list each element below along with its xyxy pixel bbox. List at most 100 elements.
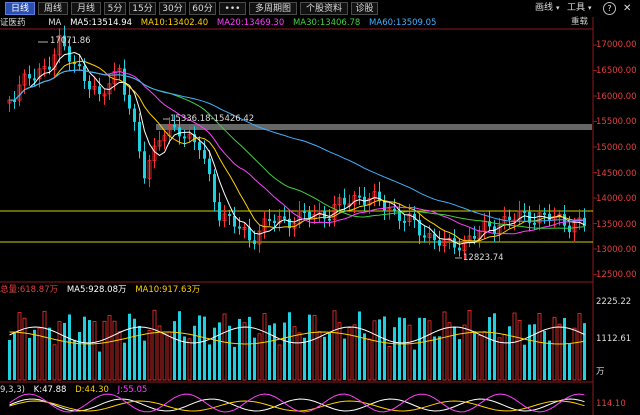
volume-bar bbox=[107, 315, 112, 381]
tab-daily[interactable]: 日线 bbox=[5, 2, 35, 15]
volume-bar bbox=[198, 315, 201, 380]
candle-body bbox=[277, 216, 282, 224]
volume-bar bbox=[528, 324, 531, 380]
volume-bar bbox=[143, 340, 146, 380]
candle-body bbox=[178, 127, 181, 137]
kdj-k: K:47.88 bbox=[33, 385, 67, 395]
volume-bar bbox=[477, 335, 482, 381]
price-tick: 12500.00 bbox=[596, 270, 637, 280]
tab-multi-period[interactable]: 多周期图 bbox=[249, 2, 297, 15]
candle-body bbox=[358, 195, 361, 198]
candle-body bbox=[242, 226, 247, 230]
candle-body bbox=[317, 210, 322, 215]
volume-bar bbox=[502, 334, 507, 381]
candle-body bbox=[233, 215, 236, 227]
candle-body bbox=[48, 66, 51, 70]
volume-bar bbox=[52, 344, 57, 381]
candle-body bbox=[257, 230, 262, 245]
candle-body bbox=[157, 140, 162, 147]
candle-body bbox=[352, 195, 357, 205]
volume-bar bbox=[167, 331, 172, 381]
volume-bar bbox=[393, 327, 396, 380]
price-tick: 14500.00 bbox=[596, 169, 637, 179]
candle-body bbox=[187, 133, 192, 139]
candle-body bbox=[543, 212, 546, 215]
volume-bar bbox=[493, 313, 496, 380]
kdj-axis-top: 114.10 bbox=[596, 399, 626, 409]
period-toolbar: 日线 周线 月线 5分 15分 30分 60分 ••• 多周期图 个股资料 诊股… bbox=[0, 0, 640, 17]
volume-bar bbox=[98, 351, 101, 380]
candle-body bbox=[92, 85, 97, 90]
price-tick: 17000.00 bbox=[596, 40, 637, 50]
volume-bar bbox=[253, 337, 256, 380]
volume-total: 总量:618.87万 bbox=[0, 285, 59, 295]
kdj-d: D:44.30 bbox=[75, 385, 109, 395]
volume-axis-top: 2225.22 bbox=[596, 297, 632, 307]
candle-body bbox=[407, 213, 412, 223]
volume-bar bbox=[533, 324, 536, 380]
tab-15min[interactable]: 15分 bbox=[129, 2, 156, 15]
volume-bar bbox=[147, 330, 152, 381]
volume-bar bbox=[473, 331, 476, 380]
candle-body bbox=[273, 220, 276, 224]
close-icon[interactable]: ✕ bbox=[623, 3, 632, 14]
tab-stock-info[interactable]: 个股资料 bbox=[300, 2, 348, 15]
candle-body bbox=[88, 81, 91, 90]
candle-body bbox=[78, 64, 81, 67]
kdj-j: J:55.05 bbox=[117, 385, 148, 395]
candle-body bbox=[253, 240, 256, 244]
volume-bar bbox=[407, 324, 412, 381]
candle-body bbox=[288, 218, 291, 229]
resistance-band bbox=[156, 124, 592, 130]
volume-bar bbox=[517, 320, 522, 381]
candle-body bbox=[537, 212, 542, 224]
candle-body bbox=[403, 220, 406, 223]
tab-diagnose[interactable]: 诊股 bbox=[351, 2, 378, 15]
tab-monthly[interactable]: 月线 bbox=[71, 2, 101, 15]
volume-bar bbox=[367, 338, 372, 381]
volume-bar bbox=[467, 309, 472, 381]
candle-body bbox=[183, 136, 186, 139]
volume-bar bbox=[17, 312, 22, 381]
candle-body bbox=[508, 216, 511, 220]
kdj-legend: 9,3,3) K:47.88 D:44.30 J:55.05 bbox=[0, 384, 640, 396]
ma60-value: MA60:13509.05 bbox=[369, 18, 437, 28]
candle-body bbox=[283, 216, 286, 219]
volume-bar bbox=[257, 333, 262, 381]
reload-label[interactable]: 重载 bbox=[571, 17, 589, 27]
candle-body bbox=[453, 238, 456, 248]
volume-bar bbox=[387, 346, 392, 381]
tools-icon[interactable]: ▾ bbox=[588, 4, 592, 12]
volume-ma10: MA10:917.63万 bbox=[135, 285, 201, 295]
price-tick: 16000.00 bbox=[596, 92, 637, 102]
tab-5min[interactable]: 5分 bbox=[104, 2, 126, 15]
draw-line-icon[interactable]: ▾ bbox=[556, 4, 560, 12]
ma10-line bbox=[9, 60, 585, 242]
candle-body bbox=[42, 66, 47, 70]
tab-60min[interactable]: 60分 bbox=[189, 2, 216, 15]
volume-bar bbox=[92, 321, 97, 381]
candle-body bbox=[458, 247, 461, 251]
volume-bar bbox=[337, 322, 342, 381]
volume-bar bbox=[48, 327, 51, 380]
candle-body bbox=[308, 211, 311, 219]
tab-30min[interactable]: 30分 bbox=[159, 2, 186, 15]
draw-line-button[interactable]: 画线 bbox=[535, 3, 554, 13]
price-tick: 15500.00 bbox=[596, 117, 637, 127]
volume-ma10-line bbox=[9, 331, 585, 345]
help-icon[interactable]: ? bbox=[603, 2, 616, 15]
volume-bar bbox=[427, 320, 432, 381]
kdj-k-line bbox=[9, 398, 585, 412]
tab-weekly[interactable]: 周线 bbox=[38, 2, 68, 15]
volume-bar bbox=[193, 325, 196, 380]
volume-bar bbox=[22, 317, 27, 381]
tools-button[interactable]: 工具 bbox=[567, 3, 586, 13]
volume-bar bbox=[37, 327, 42, 381]
volume-bar bbox=[297, 332, 302, 381]
volume-bar bbox=[228, 325, 231, 380]
candle-body bbox=[383, 201, 386, 212]
volume-bar bbox=[123, 342, 126, 380]
tab-more[interactable]: ••• bbox=[219, 2, 246, 15]
volume-bar bbox=[552, 316, 557, 381]
